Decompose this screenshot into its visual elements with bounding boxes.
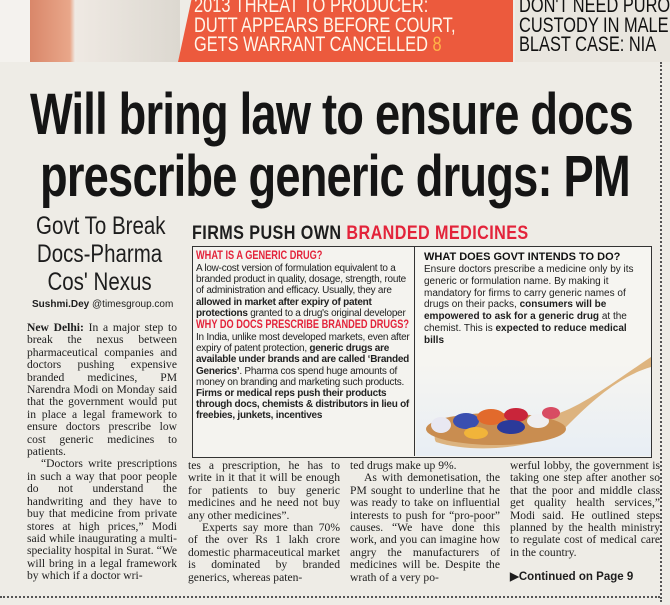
info-box: WHAT IS A GENERIC DRUG? A low-cost versi… [192, 246, 652, 458]
dateline: New Delhi: [27, 321, 84, 334]
teaser-center: 2013 THREAT TO PRODUCER: DUTT APPEARS BE… [178, 0, 513, 62]
byline-handle: @timesgroup.com [92, 299, 174, 310]
paragraph: ted drugs make up 9%. [350, 459, 457, 472]
paragraph: As with demonetisation, the PM sought to… [350, 471, 500, 584]
byline-name: Sushmi.Dey [32, 299, 90, 310]
question-heading: WHY DO DOCS PRESCRIBE BRANDED DRUGS? [196, 319, 409, 332]
answer-text: In India, unlike most developed markets,… [196, 332, 410, 355]
paragraph: “Doctors write prescriptions in such a w… [27, 457, 177, 583]
answer-text: Ensure doctors prescribe a medicine only… [424, 264, 634, 311]
teaser-line: DON'T NEED PURO [519, 0, 670, 17]
article-column-4: werful lobby, the government is taking o… [510, 459, 660, 584]
answer-text: granted to a drug's original developer [247, 307, 406, 319]
answer: A low-cost version of formulation equiva… [196, 263, 411, 319]
subhead-line: Cos' Nexus [47, 268, 152, 296]
box-title-black: FIRMS PUSH OWN [192, 223, 342, 244]
headline-line-2: prescribe generic drugs: PM [40, 144, 631, 209]
article-column-2: tes a prescription, he has to write in i… [188, 459, 340, 584]
answer-bold: Firms or medical reps push their product… [196, 388, 410, 422]
teaser-right: DON'T NEED PURO CUSTODY IN MALE BLAST CA… [515, 0, 670, 62]
answer-text: A low-cost version of formulation equiva… [196, 263, 406, 297]
article-column-1: New Delhi: In a major step to break the … [27, 321, 177, 583]
continued-text: Continued on Page 9 [518, 571, 634, 584]
teaser-photo [0, 0, 180, 62]
subhead-line: Docs-Pharma [36, 240, 163, 268]
answer: Ensure doctors prescribe a medicine only… [424, 264, 643, 347]
teaser-line: GETS WARRANT CANCELLED [194, 33, 428, 56]
teaser-line: DUTT APPEARS BEFORE COURT, [194, 13, 456, 37]
paragraph: In a major step to break the nexus betwe… [27, 321, 177, 459]
paragraph: Experts say more than 70% of the over Rs… [188, 521, 340, 584]
article-column-3: ted drugs make up 9%. As with demonetisa… [350, 459, 500, 584]
divider [0, 596, 660, 598]
answer-text: . Pharma cos spend huge amounts of money… [196, 365, 405, 388]
continued-link[interactable]: ▶Continued on Page 9 [510, 571, 660, 583]
play-arrow-icon: ▶ [510, 571, 519, 584]
teaser-line: 2013 THREAT TO PRODUCER: [194, 0, 429, 17]
answer-bold: consumers will be empowered to ask for a… [424, 299, 607, 323]
teaser-line: BLAST CASE: NIA [519, 33, 657, 56]
paragraph: werful lobby, the government is taking o… [510, 459, 660, 559]
subheadline: Govt To Break Docs-Pharma Cos' Nexus [36, 212, 166, 296]
answer-bold: expected to reduce medical bills [424, 322, 627, 346]
info-left-panel: WHAT IS A GENERIC DRUG? A low-cost versi… [193, 247, 415, 456]
box-title: FIRMS PUSH OWN BRANDED MEDICINES [192, 223, 529, 245]
box-title-red: BRANDED MEDICINES [346, 223, 529, 244]
answer-bold: allowed in market after expiry of patent… [196, 296, 372, 319]
question-heading: WHAT IS A GENERIC DRUG? [196, 250, 323, 262]
answer-bold: generic drugs are available under brands… [196, 343, 410, 377]
subhead-line: Govt To Break [36, 212, 166, 240]
pills-spoon-image [426, 357, 651, 449]
headline-line-1: Will bring law to ensure docs [30, 82, 634, 147]
teaser-line: CUSTODY IN MALE [519, 13, 669, 37]
teaser-page-number: 8 [432, 33, 442, 56]
divider [660, 62, 662, 602]
answer-text: at the chemist. This is [424, 311, 627, 334]
info-right-panel: WHAT DOES GOVT INTENDS TO DO? Ensure doc… [416, 247, 651, 456]
question-heading: WHAT DOES GOVT INTENDS TO DO? [424, 251, 621, 263]
byline: Sushmi.Dey @timesgroup.com [32, 299, 173, 310]
answer: In India, unlike most developed markets,… [196, 332, 411, 422]
paragraph: tes a prescription, he has to write in i… [188, 459, 340, 522]
